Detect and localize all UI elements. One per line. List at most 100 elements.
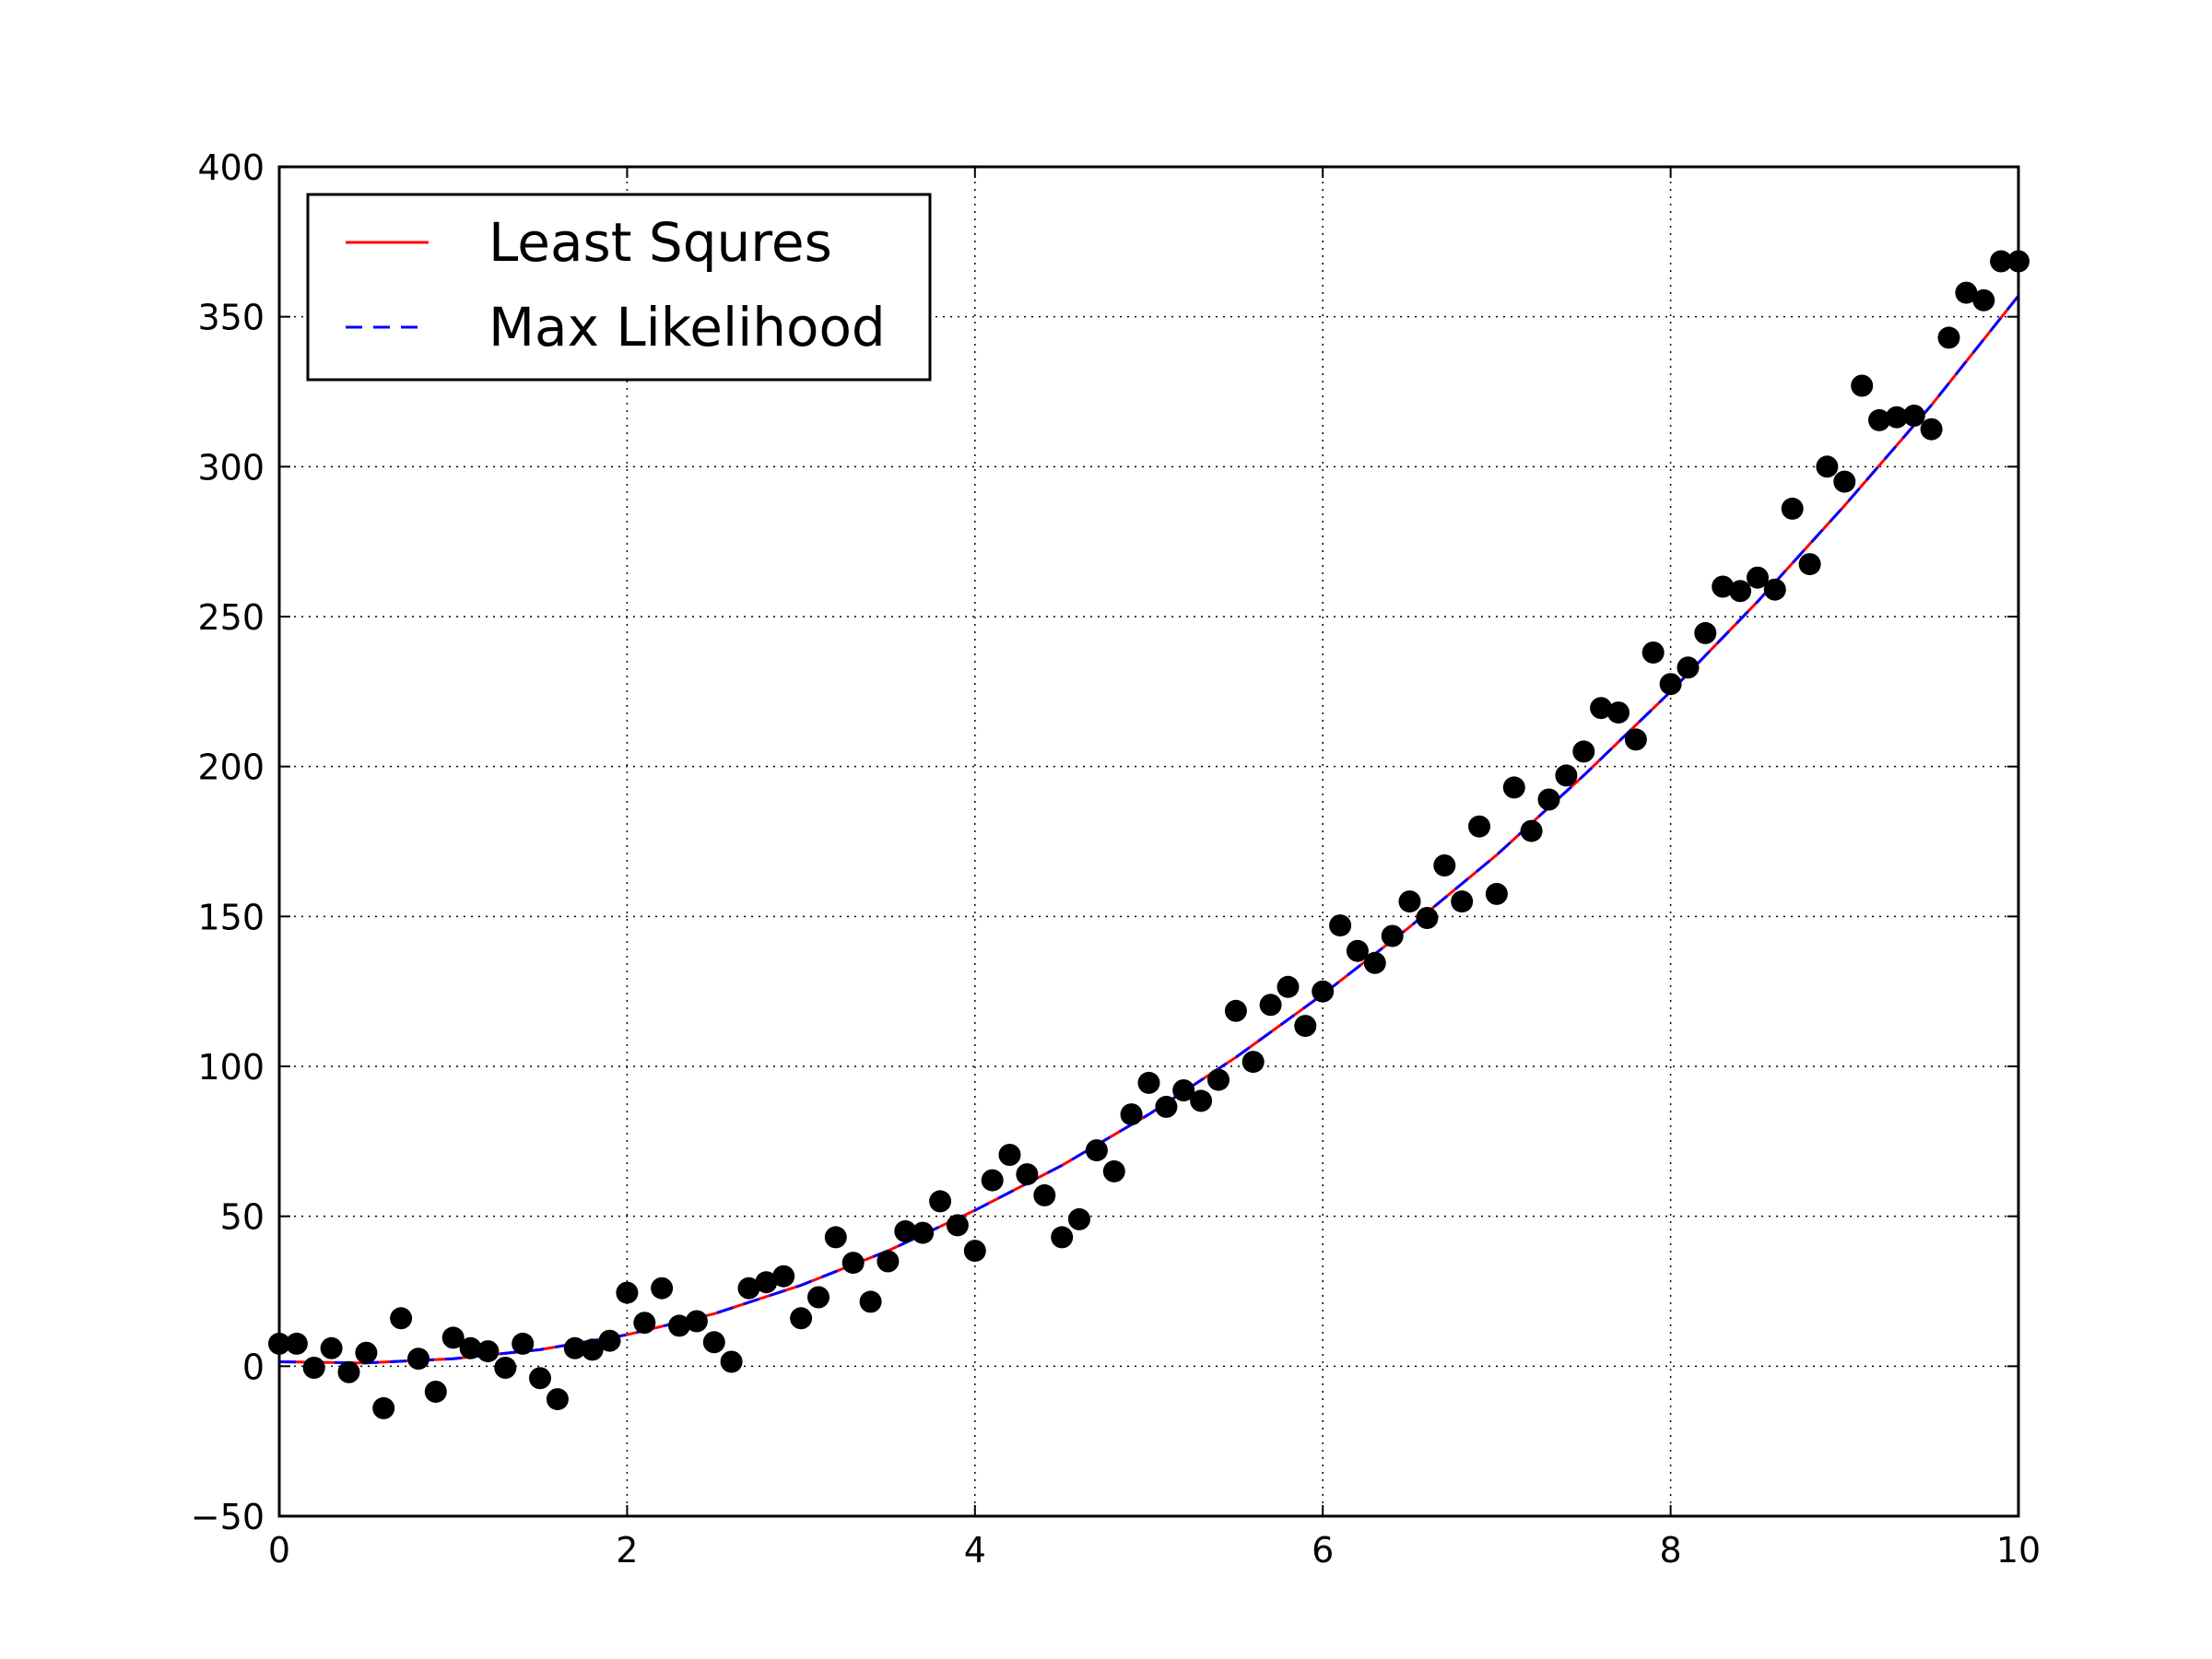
data-point <box>1624 728 1647 751</box>
data-point <box>1120 1103 1143 1126</box>
data-point <box>1572 740 1595 763</box>
data-point <box>790 1307 813 1330</box>
data-point <box>981 1169 1004 1192</box>
data-point <box>355 1341 378 1364</box>
data-point <box>737 1277 760 1300</box>
data-point <box>1433 854 1456 877</box>
data-point <box>1659 673 1682 696</box>
data-point <box>1416 907 1439 929</box>
data-point <box>1972 288 1995 312</box>
legend-label-max-likelihood: Max Likelihood <box>488 296 886 359</box>
data-point <box>1920 418 1943 441</box>
data-point <box>1312 980 1335 1003</box>
data-point <box>1398 890 1421 913</box>
data-point <box>998 1144 1021 1166</box>
data-point <box>285 1332 308 1355</box>
data-point <box>1102 1159 1125 1182</box>
data-point <box>337 1360 360 1383</box>
data-point <box>1033 1183 1056 1206</box>
data-point <box>1363 951 1386 974</box>
data-points <box>268 250 2030 1419</box>
x-tick-label: 4 <box>964 1530 986 1571</box>
data-point <box>807 1286 830 1309</box>
data-point <box>1241 1051 1265 1074</box>
data-point <box>1294 1015 1317 1038</box>
y-tick-label: 400 <box>197 147 265 188</box>
data-point <box>1502 776 1525 799</box>
data-point <box>1520 819 1543 842</box>
axis-ticks <box>278 166 2019 1517</box>
data-point <box>1085 1139 1108 1162</box>
y-tick-label: 0 <box>242 1347 265 1387</box>
data-point <box>720 1350 743 1373</box>
y-tick-label: 100 <box>197 1047 265 1088</box>
data-point <box>1694 621 1717 644</box>
data-point <box>772 1265 795 1288</box>
data-point <box>441 1326 465 1349</box>
fit-lines <box>278 294 2020 1365</box>
data-point <box>1555 764 1578 787</box>
data-point <box>633 1312 656 1335</box>
data-point <box>685 1310 708 1333</box>
data-point <box>529 1367 551 1390</box>
legend-label-least-squares: Least Squres <box>488 211 832 274</box>
data-point <box>320 1336 343 1359</box>
data-point <box>1381 924 1404 947</box>
data-point <box>1468 815 1490 838</box>
data-point <box>824 1226 847 1249</box>
data-point <box>1937 326 1960 349</box>
data-point <box>581 1338 604 1361</box>
x-tick-label: 6 <box>1312 1530 1334 1571</box>
data-point <box>1016 1163 1039 1186</box>
data-point <box>1346 939 1369 962</box>
data-point <box>841 1252 865 1275</box>
data-point <box>1068 1207 1090 1230</box>
data-point <box>1155 1095 1178 1118</box>
y-tick-label: 300 <box>197 447 265 488</box>
legend: Least Squres Max Likelihood <box>306 193 932 382</box>
data-point <box>963 1240 986 1263</box>
data-point <box>1329 914 1352 937</box>
data-point <box>1798 553 1821 576</box>
data-point <box>1224 999 1247 1022</box>
y-tick-label: 150 <box>197 897 265 937</box>
data-point <box>1955 281 1978 304</box>
data-point <box>1677 656 1700 679</box>
data-point <box>1137 1071 1160 1094</box>
least-squares-line <box>278 294 2020 1365</box>
data-point <box>390 1307 413 1330</box>
data-point <box>1902 405 1925 427</box>
data-point <box>1763 578 1786 601</box>
data-point <box>424 1381 447 1403</box>
data-point <box>702 1331 725 1354</box>
y-tick-label: −50 <box>191 1497 265 1537</box>
data-point <box>563 1336 586 1359</box>
data-point <box>1207 1068 1230 1091</box>
data-point <box>755 1271 778 1294</box>
data-point <box>1451 890 1474 913</box>
y-tick-label: 250 <box>197 597 265 638</box>
data-point <box>1833 470 1856 493</box>
data-point <box>1485 882 1508 905</box>
data-point <box>1747 566 1769 589</box>
data-point <box>651 1277 674 1300</box>
data-point <box>1781 497 1804 520</box>
x-tick-label: 8 <box>1660 1530 1682 1571</box>
data-point <box>859 1290 882 1313</box>
data-point <box>1990 250 2013 273</box>
data-point <box>546 1388 569 1411</box>
data-point <box>1729 580 1752 603</box>
data-point <box>1641 641 1665 664</box>
data-point <box>1277 975 1300 998</box>
y-tick-label: 50 <box>220 1197 265 1238</box>
data-point <box>494 1357 517 1379</box>
data-point <box>1607 701 1630 724</box>
data-point <box>1816 455 1839 478</box>
data-point <box>1537 788 1560 811</box>
x-tick-label: 10 <box>1996 1530 2041 1571</box>
data-point <box>1851 374 1874 397</box>
data-point <box>1590 697 1613 720</box>
data-point <box>946 1214 969 1237</box>
data-point <box>1172 1079 1195 1101</box>
